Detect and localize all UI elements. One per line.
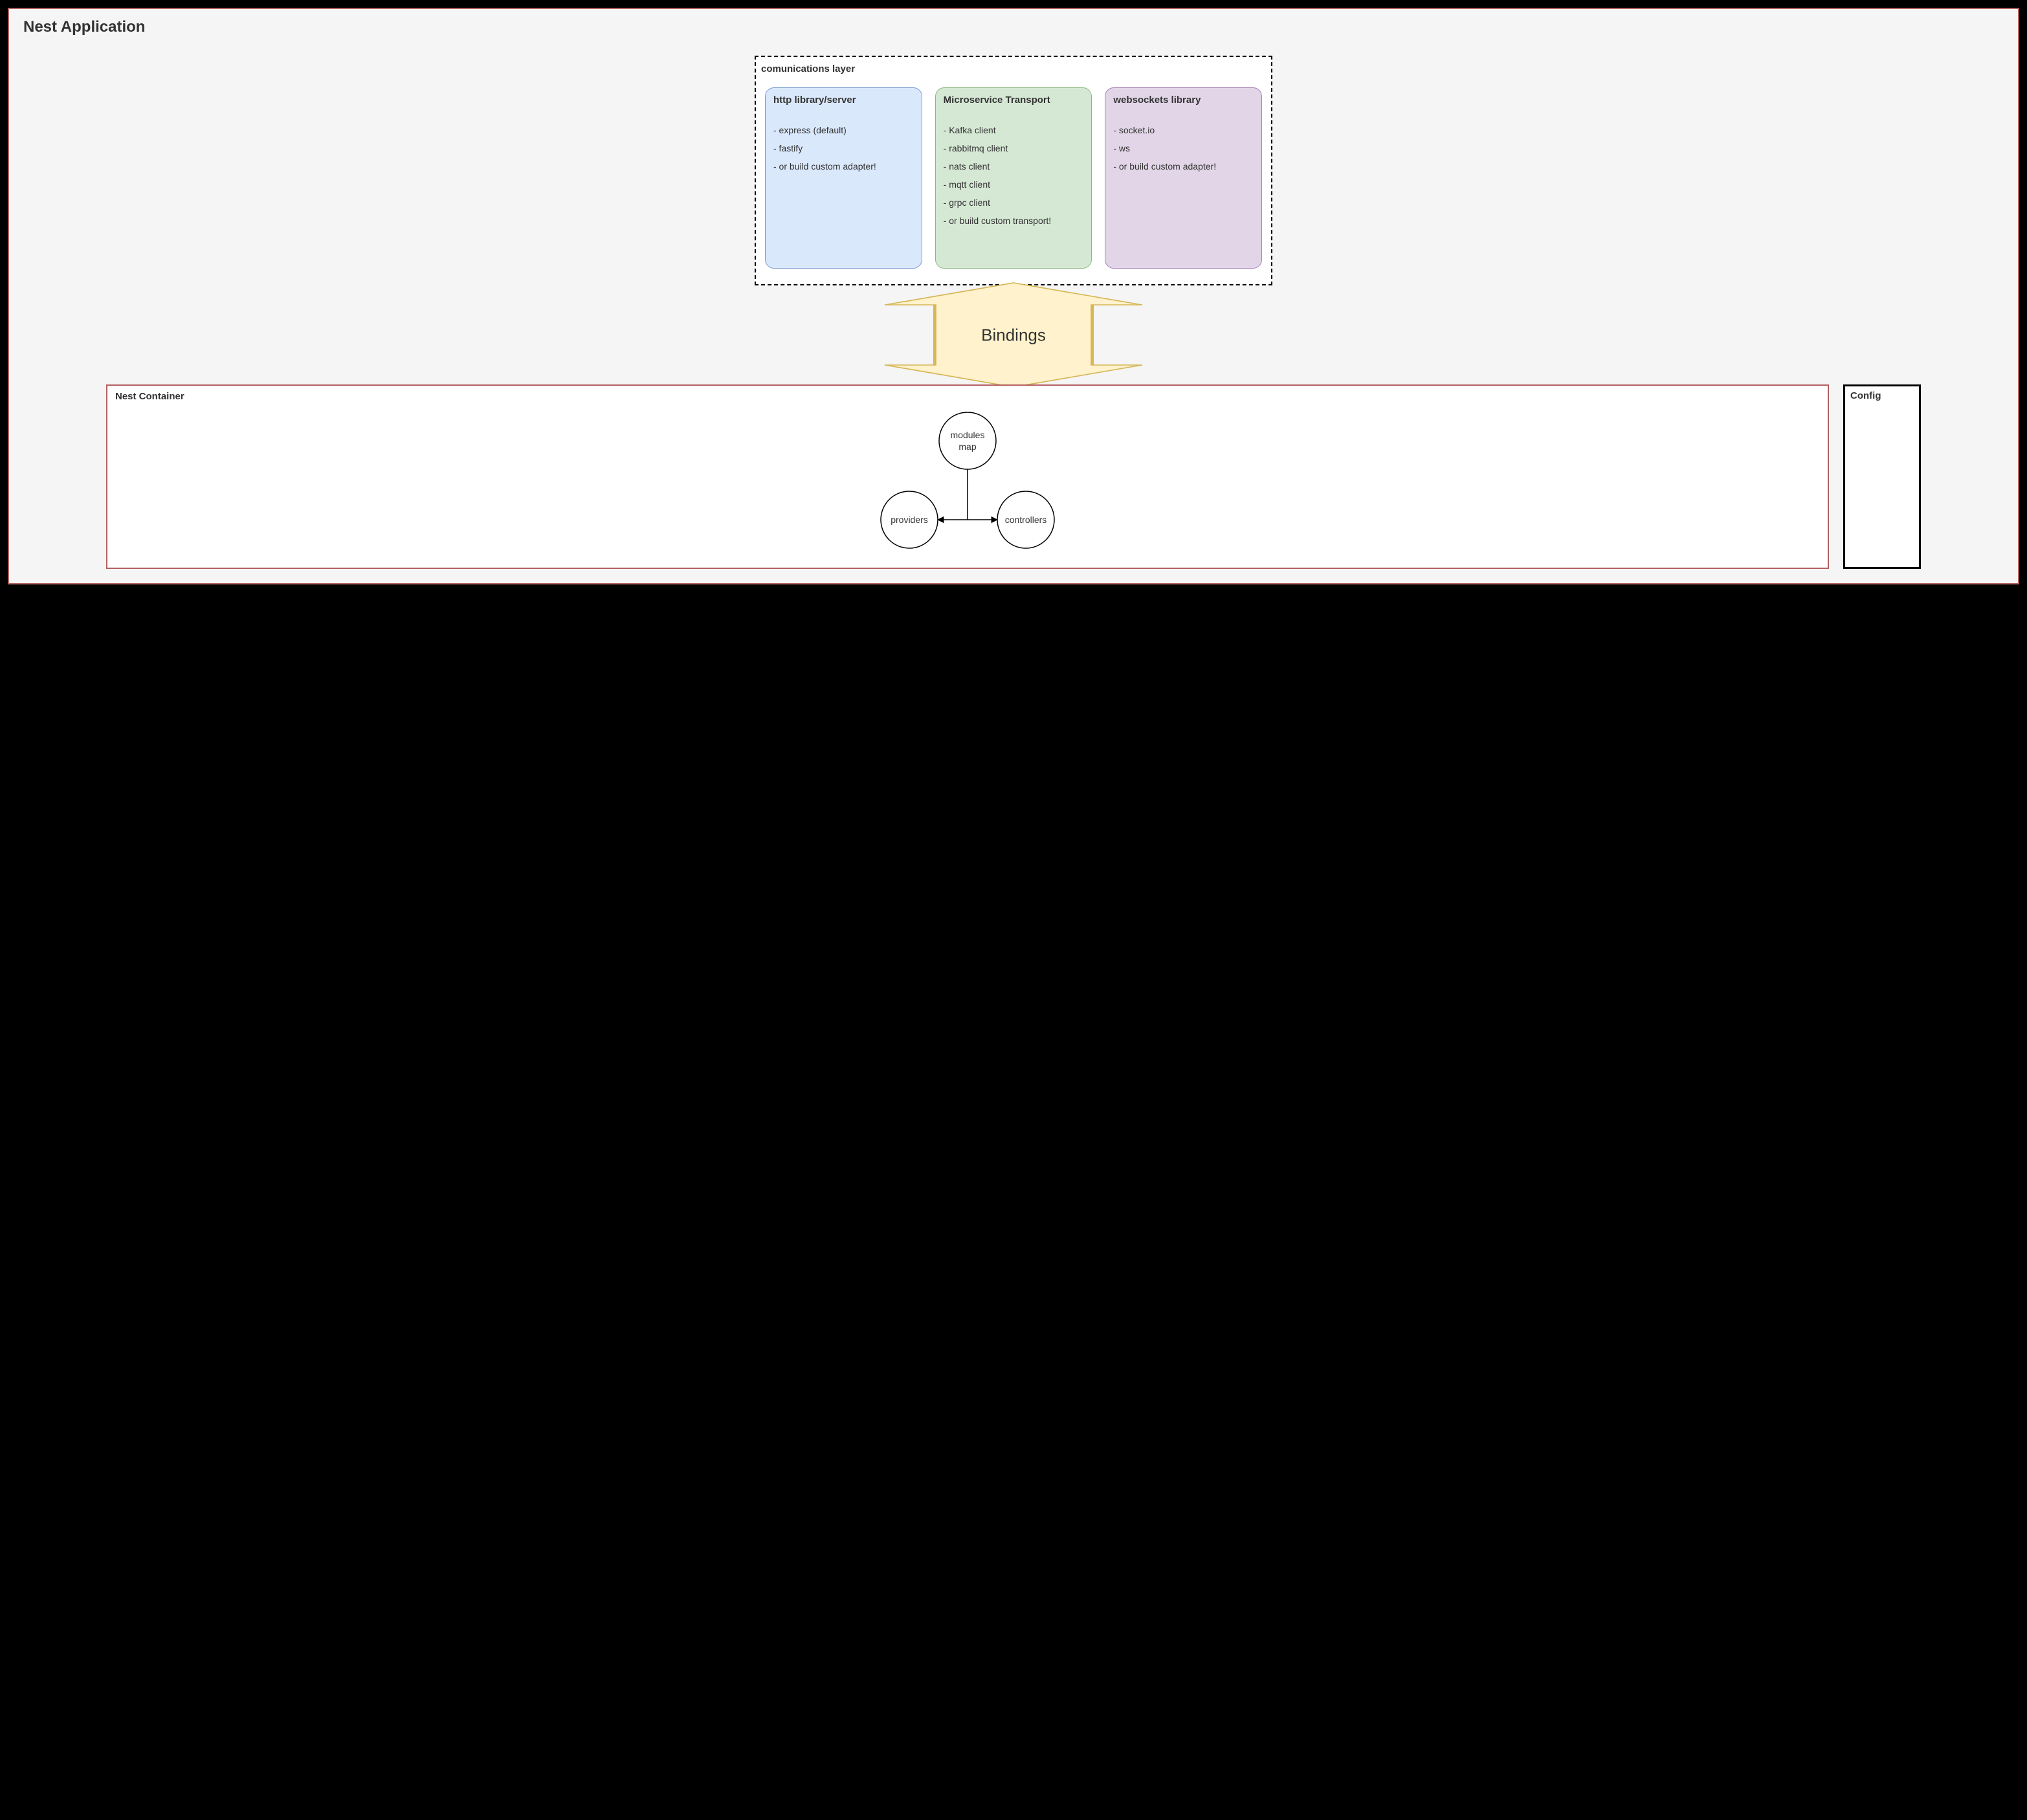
comm-card-item: - fastify bbox=[773, 139, 914, 157]
comm-card-item: - Kafka client bbox=[944, 121, 1084, 139]
comm-card-item: - mqtt client bbox=[944, 175, 1084, 194]
comm-card-item: - or build custom adapter! bbox=[773, 157, 914, 175]
comm-card-title: http library/server bbox=[773, 94, 914, 105]
svg-text:map: map bbox=[958, 441, 976, 452]
comm-card-item: - nats client bbox=[944, 157, 1084, 175]
nest-container: Nest Container modulesmap providers contro… bbox=[106, 384, 1829, 569]
nest-container-title: Nest Container bbox=[115, 391, 1820, 402]
comm-card-item: - express (default) bbox=[773, 121, 914, 139]
comm-card-item: - or build custom adapter! bbox=[1113, 157, 1254, 175]
comm-card-0: http library/server- express (default)- … bbox=[765, 87, 922, 269]
nest-container-tree-icon: modulesmap providers controllers bbox=[838, 402, 1097, 557]
comm-card-title: Microservice Transport bbox=[944, 94, 1084, 105]
communications-layer: comunications layer http library/server -… bbox=[755, 56, 1272, 285]
comm-card-title: websockets library bbox=[1113, 94, 1254, 105]
comm-card-item: - grpc client bbox=[944, 194, 1084, 212]
svg-text:modules: modules bbox=[951, 430, 985, 440]
cards-row: http library/server- express (default)- … bbox=[765, 87, 1262, 269]
bottom-row: Nest Container modulesmap providers contro… bbox=[106, 384, 1921, 569]
comm-card-item: - rabbitmq client bbox=[944, 139, 1084, 157]
app-title: Nest Application bbox=[23, 18, 2004, 36]
config-box: Config bbox=[1843, 384, 1921, 569]
communications-layer-title: comunications layer bbox=[761, 63, 1262, 74]
config-title: Config bbox=[1850, 390, 1914, 401]
svg-text:providers: providers bbox=[891, 515, 928, 525]
svg-text:controllers: controllers bbox=[1005, 515, 1047, 525]
bindings-label: Bindings bbox=[981, 325, 1046, 345]
comm-card-item: - socket.io bbox=[1113, 121, 1254, 139]
comm-card-1: Microservice Transport - Kafka client- ra… bbox=[935, 87, 1092, 269]
outer-frame: Nest Application comunications layer htt… bbox=[0, 0, 2027, 592]
comm-card-item: - ws bbox=[1113, 139, 1254, 157]
comm-card-2: websockets library - socket.io- ws- or bu… bbox=[1105, 87, 1262, 269]
comm-card-item: - or build custom transport! bbox=[944, 212, 1084, 230]
bindings-arrow: Bindings bbox=[23, 282, 2004, 388]
app-frame: Nest Application comunications layer htt… bbox=[8, 8, 2019, 584]
